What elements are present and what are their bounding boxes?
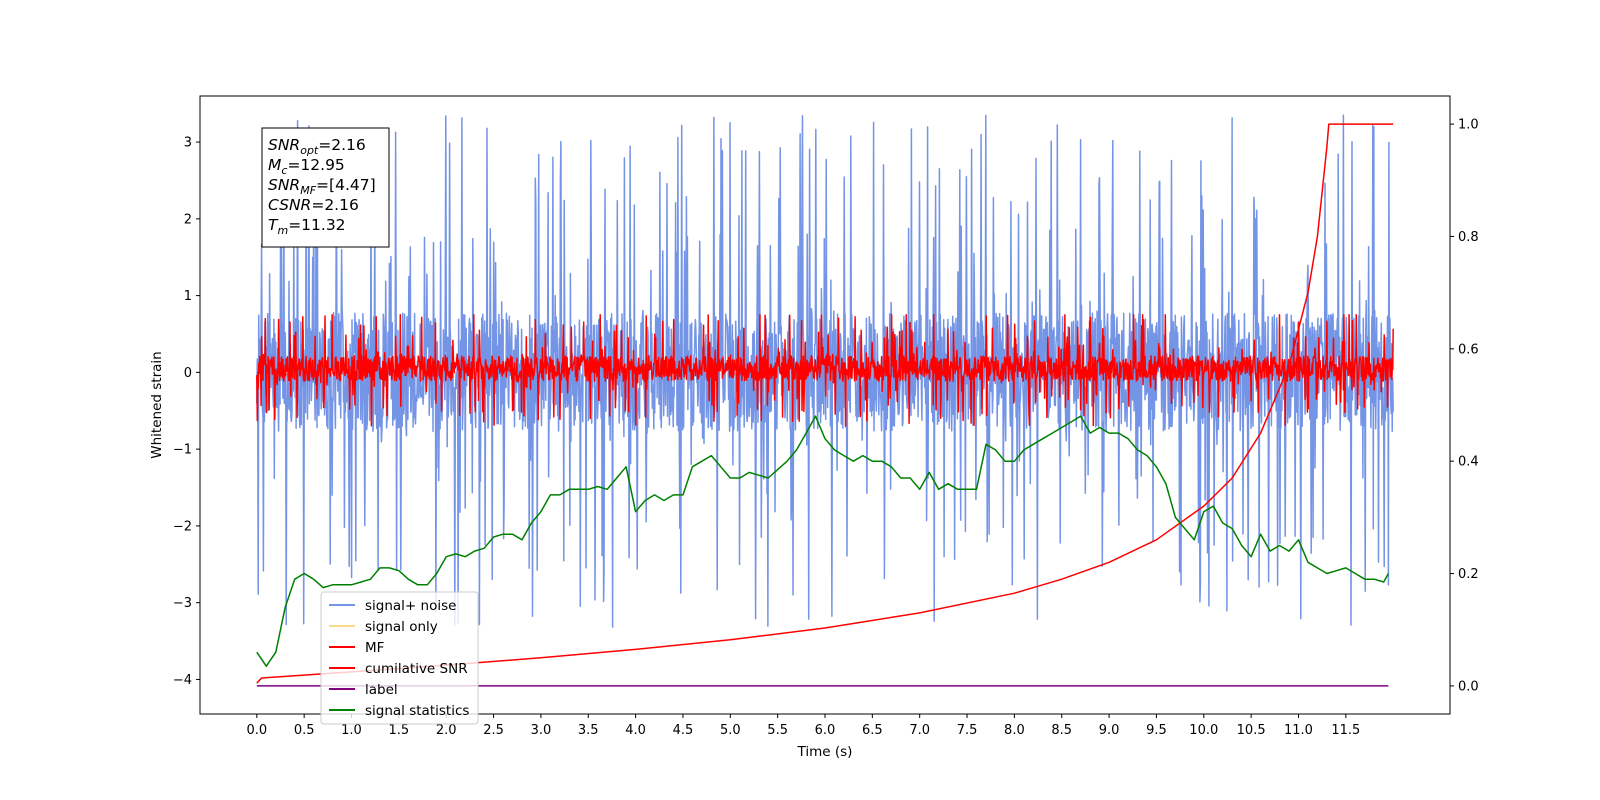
legend: signal+ noise signal only MF cumilative SNR…	[320, 591, 479, 725]
x-tick-label: 1.5	[389, 723, 410, 738]
x-tick-label: 7.0	[909, 723, 930, 738]
y-tick-label: −2	[173, 519, 192, 534]
x-tick-label: 6.0	[815, 723, 836, 738]
x-tick-label: 6.5	[862, 723, 883, 738]
x-axis-label: Time (s)	[797, 744, 853, 760]
series-signal-statistics	[256, 415, 1390, 667]
legend-label: signal only	[365, 619, 438, 635]
legend-label: signal statistics	[365, 703, 469, 719]
x-tick-label: 10.0	[1189, 723, 1218, 738]
y-tick-label: 1	[184, 289, 192, 304]
info-line: SNRMF=[4.47]	[268, 176, 376, 197]
y2-tick-label: 0.6	[1458, 342, 1479, 357]
info-line: SNRopt=2.16	[268, 136, 366, 157]
x-tick-label: 9.0	[1099, 723, 1120, 738]
legend-label: MF	[365, 640, 384, 656]
legend-label: label	[365, 682, 398, 698]
info-box-frame	[261, 127, 390, 248]
info-line: CSNR=2.16	[268, 196, 359, 214]
legend-label: signal+ noise	[365, 598, 456, 614]
y-tick-label: 3	[184, 136, 192, 151]
y2-tick-label: 0.8	[1458, 230, 1479, 245]
x-tick-label: 11.5	[1331, 723, 1360, 738]
y2-tick-label: 0.4	[1458, 455, 1479, 470]
series-cumilative-snr	[256, 123, 1394, 684]
legend-frame	[320, 591, 479, 725]
legend-label: cumilative SNR	[365, 661, 468, 677]
series-mf	[256, 314, 1394, 427]
info-line: Mc=12.95	[268, 156, 345, 177]
y2-tick-label: 1.0	[1458, 118, 1479, 133]
y-tick-label: −3	[173, 596, 192, 611]
y-tick-label: 2	[184, 212, 192, 227]
x-tick-label: 2.5	[483, 723, 504, 738]
y-tick-label: −4	[173, 673, 192, 688]
x-tick-label: 3.5	[578, 723, 599, 738]
x-tick-label: 0.5	[294, 723, 315, 738]
axes-layer: 0.0 0.5 1.0 1.5 2.0 2.5 3.0 3.5 4.0 4.5 5.0 5.5 6.0 6…	[173, 118, 1479, 738]
x-tick-label: 5.0	[720, 723, 741, 738]
y2-tick-label: 0.0	[1458, 679, 1479, 694]
x-tick-label: 4.5	[673, 723, 694, 738]
info-line: Tm=11.32	[268, 216, 346, 237]
x-tick-label: 11.0	[1284, 723, 1313, 738]
x-tick-label: 10.5	[1237, 723, 1266, 738]
x-tick-label: 7.5	[957, 723, 978, 738]
x-tick-label: 0.0	[246, 723, 267, 738]
y-axis-label: Whitened strain	[149, 351, 165, 458]
x-tick-label: 9.5	[1146, 723, 1167, 738]
x-tick-label: 2.0	[436, 723, 457, 738]
y2-tick-label: 0.2	[1458, 567, 1479, 582]
x-tick-label: 8.5	[1051, 723, 1072, 738]
x-tick-label: 4.0	[625, 723, 646, 738]
x-tick-label: 8.0	[1004, 723, 1025, 738]
x-tick-label: 5.5	[767, 723, 788, 738]
y-tick-label: −1	[173, 443, 192, 458]
x-tick-label: 3.0	[531, 723, 552, 738]
y-tick-label: 0	[184, 366, 192, 381]
info-box: SNRopt=2.16Mc=12.95SNRMF=[4.47]CSNR=2.16…	[261, 127, 390, 248]
x-tick-label: 1.0	[341, 723, 362, 738]
